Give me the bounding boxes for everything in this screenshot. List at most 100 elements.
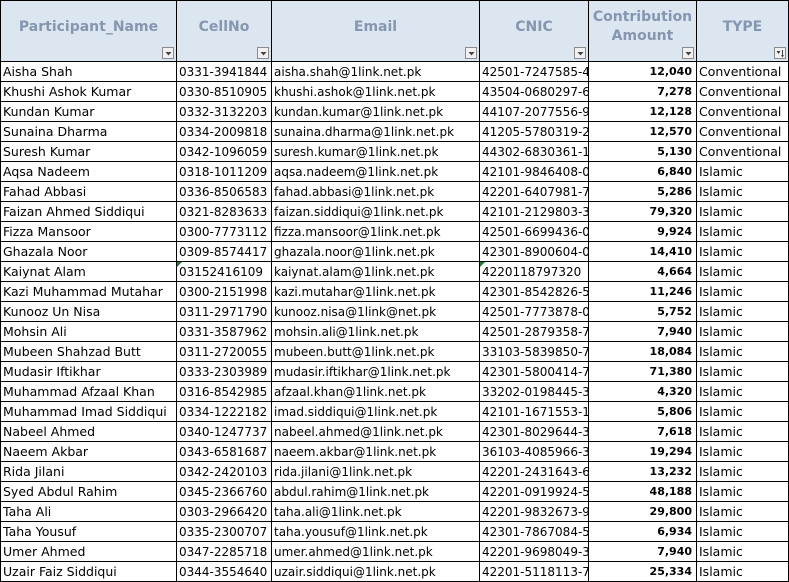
cell-type[interactable]: Islamic [696,181,789,202]
cell-type[interactable]: Conventional [696,141,789,162]
column-header-participant-name[interactable]: Participant_Name [0,0,177,62]
cell-email[interactable]: nabeel.ahmed@1link.net.pk [271,421,480,442]
cell-contribution-amount[interactable]: 12,570 [588,121,697,142]
cell-contribution-amount[interactable]: 5,130 [588,141,697,162]
filter-dropdown-button[interactable] [465,47,477,59]
cell-contribution-amount[interactable]: 7,278 [588,81,697,102]
cell-cnic[interactable]: 42101-9846408-0 [479,161,589,182]
cell-type[interactable]: Islamic [696,501,789,522]
cell-cellno[interactable]: 0336-8506583 [176,181,272,202]
cell-cnic[interactable]: 33202-0198445-3 [479,381,589,402]
cell-cellno[interactable]: 0311-2971790 [176,301,272,322]
cell-contribution-amount[interactable]: 5,806 [588,401,697,422]
cell-contribution-amount[interactable]: 71,380 [588,361,697,382]
cell-cellno[interactable]: 0347-2285718 [176,541,272,562]
cell-participant-name[interactable]: Muhammad Imad Siddiqui [0,401,177,422]
cell-cellno[interactable]: 0344-3554640 [176,561,272,582]
cell-cellno[interactable]: 0300-2151998 [176,281,272,302]
cell-cnic[interactable]: 42301-8029644-3 [479,421,589,442]
cell-contribution-amount[interactable]: 18,084 [588,341,697,362]
cell-email[interactable]: mohsin.ali@1link.net.pk [271,321,480,342]
cell-participant-name[interactable]: Rida Jilani [0,461,177,482]
cell-contribution-amount[interactable]: 5,286 [588,181,697,202]
cell-contribution-amount[interactable]: 6,934 [588,521,697,542]
cell-participant-name[interactable]: Kazi Muhammad Mutahar [0,281,177,302]
cell-email[interactable]: ghazala.noor@1link.net.pk [271,241,480,262]
cell-participant-name[interactable]: Uzair Faiz Siddiqui [0,561,177,582]
cell-email[interactable]: afzaal.khan@1link.net.pk [271,381,480,402]
cell-cellno[interactable]: 0334-1222182 [176,401,272,422]
cell-cnic[interactable]: 42101-1671553-1 [479,401,589,422]
cell-type[interactable]: Conventional [696,101,789,122]
filter-dropdown-button[interactable] [682,47,694,59]
cell-cnic[interactable]: 44302-6830361-1 [479,141,589,162]
cell-email[interactable]: abdul.rahim@1link.net.pk [271,481,480,502]
cell-cellno[interactable]: 0340-1247737 [176,421,272,442]
cell-cellno[interactable]: 0303-2966420 [176,501,272,522]
cell-type[interactable]: Islamic [696,341,789,362]
cell-type[interactable]: Islamic [696,161,789,182]
cell-participant-name[interactable]: Syed Abdul Rahim [0,481,177,502]
cell-type[interactable]: Islamic [696,481,789,502]
cell-email[interactable]: taha.ali@1link.net.pk [271,501,480,522]
cell-type[interactable]: Islamic [696,441,789,462]
cell-cellno[interactable]: 0343-6581687 [176,441,272,462]
cell-cnic[interactable]: 42301-5800414-7 [479,361,589,382]
cell-participant-name[interactable]: Faizan Ahmed Siddiqui [0,201,177,222]
cell-cnic[interactable]: 42201-2431643-6 [479,461,589,482]
cell-cnic[interactable]: 42101-2129803-3 [479,201,589,222]
cell-email[interactable]: suresh.kumar@1link.net.pk [271,141,480,162]
cell-cellno[interactable]: 0309-8574417 [176,241,272,262]
cell-email[interactable]: aisha.shah@1link.net.pk [271,61,480,82]
cell-email[interactable]: imad.siddiqui@1link.net.pk [271,401,480,422]
cell-cellno[interactable]: 0321-8283633 [176,201,272,222]
cell-type[interactable]: Islamic [696,201,789,222]
cell-cnic[interactable]: 42501-6699436-0 [479,221,589,242]
cell-type[interactable]: Islamic [696,541,789,562]
cell-contribution-amount[interactable]: 9,924 [588,221,697,242]
cell-participant-name[interactable]: Fizza Mansoor [0,221,177,242]
cell-email[interactable]: mubeen.butt@1link.net.pk [271,341,480,362]
cell-email[interactable]: aqsa.nadeem@1link.net.pk [271,161,480,182]
cell-contribution-amount[interactable]: 14,410 [588,241,697,262]
cell-type[interactable]: Conventional [696,121,789,142]
cell-cnic[interactable]: 42201-0919924-5 [479,481,589,502]
cell-cellno[interactable]: 03152416109 [176,261,272,282]
cell-type[interactable]: Islamic [696,301,789,322]
cell-email[interactable]: fahad.abbasi@1link.net.pk [271,181,480,202]
column-header-cnic[interactable]: CNIC [479,0,589,62]
cell-cnic[interactable]: 42301-8542826-5 [479,281,589,302]
cell-participant-name[interactable]: Mubeen Shahzad Butt [0,341,177,362]
cell-email[interactable]: sunaina.dharma@1link.net.pk [271,121,480,142]
column-header-type[interactable]: TYPE [696,0,789,62]
cell-email[interactable]: mudasir.iftikhar@1link.net.pk [271,361,480,382]
cell-cnic[interactable]: 33103-5839850-7 [479,341,589,362]
cell-participant-name[interactable]: Aqsa Nadeem [0,161,177,182]
cell-participant-name[interactable]: Umer Ahmed [0,541,177,562]
cell-cnic[interactable]: 42301-8900604-0 [479,241,589,262]
column-header-cellno[interactable]: CellNo [176,0,272,62]
cell-participant-name[interactable]: Ghazala Noor [0,241,177,262]
cell-cellno[interactable]: 0330-8510905 [176,81,272,102]
cell-email[interactable]: naeem.akbar@1link.net.pk [271,441,480,462]
cell-contribution-amount[interactable]: 25,334 [588,561,697,582]
cell-participant-name[interactable]: Suresh Kumar [0,141,177,162]
cell-participant-name[interactable]: Mohsin Ali [0,321,177,342]
cell-contribution-amount[interactable]: 6,840 [588,161,697,182]
cell-participant-name[interactable]: Khushi Ashok Kumar [0,81,177,102]
cell-email[interactable]: faizan.siddiqui@1link.net.pk [271,201,480,222]
cell-cnic[interactable]: 43504-0680297-6 [479,81,589,102]
cell-type[interactable]: Islamic [696,421,789,442]
cell-cnic[interactable]: 36103-4085966-3 [479,441,589,462]
cell-cnic[interactable]: 42201-6407981-7 [479,181,589,202]
cell-cellno[interactable]: 0334-2009818 [176,121,272,142]
filter-dropdown-button[interactable] [257,47,269,59]
cell-cellno[interactable]: 0333-2303989 [176,361,272,382]
cell-contribution-amount[interactable]: 4,664 [588,261,697,282]
cell-type[interactable]: Islamic [696,221,789,242]
cell-cnic[interactable]: 42501-7773878-0 [479,301,589,322]
cell-email[interactable]: uzair.siddiqui@1link.net.pk [271,561,480,582]
cell-contribution-amount[interactable]: 7,940 [588,541,697,562]
cell-type[interactable]: Islamic [696,281,789,302]
cell-participant-name[interactable]: Nabeel Ahmed [0,421,177,442]
